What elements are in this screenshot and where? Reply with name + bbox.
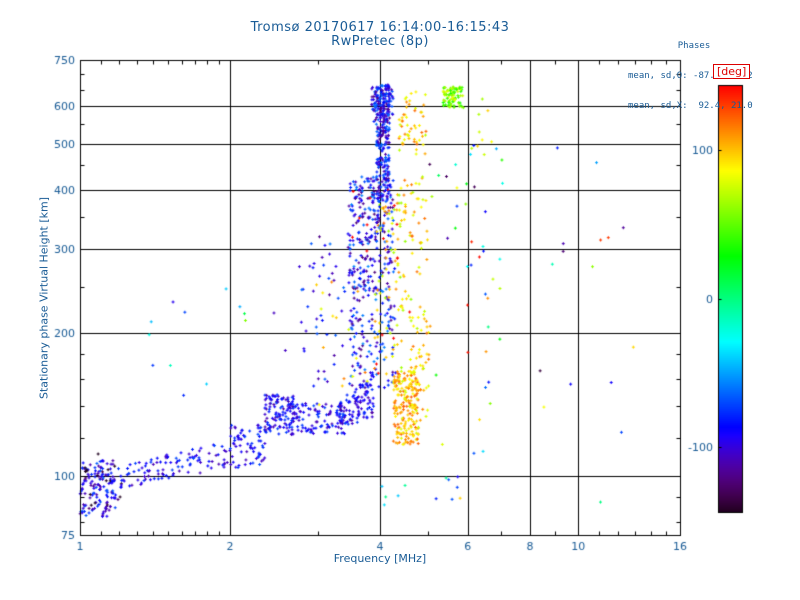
plot-title: Tromsø 20170617 16:14:00-16:15:43	[250, 20, 510, 35]
plot-subtitle: RwPretec (8p)	[331, 34, 429, 49]
phases-x-stats: mean, sd,X: 92.4, 21.0	[628, 101, 753, 111]
phases-heading: Phases	[677, 41, 711, 51]
colorbar-unit-label: [deg]	[713, 64, 751, 79]
y-axis-label: Stationary phase Virtual Height [km]	[37, 196, 51, 400]
x-axis-label: Frequency [MHz]	[333, 552, 427, 565]
